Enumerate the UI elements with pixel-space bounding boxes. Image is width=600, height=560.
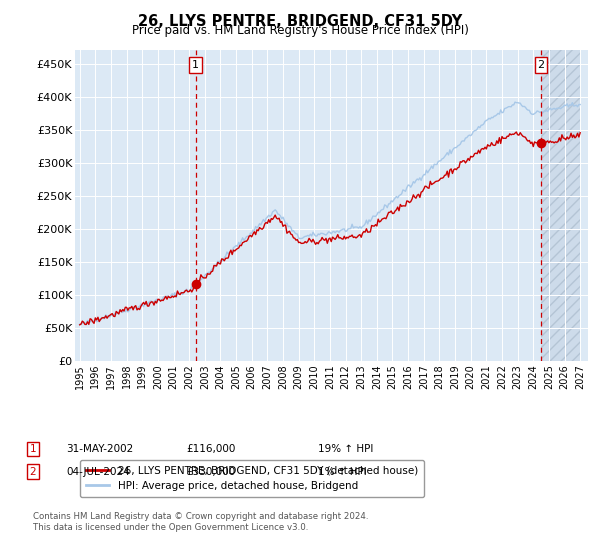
- Text: 26, LLYS PENTRE, BRIDGEND, CF31 5DY: 26, LLYS PENTRE, BRIDGEND, CF31 5DY: [138, 14, 462, 29]
- Text: 31-MAY-2002: 31-MAY-2002: [66, 444, 133, 454]
- Text: 1: 1: [192, 60, 199, 70]
- Text: 1% ↑ HPI: 1% ↑ HPI: [318, 466, 367, 477]
- Text: 19% ↑ HPI: 19% ↑ HPI: [318, 444, 373, 454]
- Text: Contains HM Land Registry data © Crown copyright and database right 2024.
This d: Contains HM Land Registry data © Crown c…: [33, 512, 368, 532]
- Text: 2: 2: [29, 466, 37, 477]
- Text: 2: 2: [538, 60, 545, 70]
- Text: £330,000: £330,000: [186, 466, 235, 477]
- Text: Price paid vs. HM Land Registry's House Price Index (HPI): Price paid vs. HM Land Registry's House …: [131, 24, 469, 37]
- Text: £116,000: £116,000: [186, 444, 235, 454]
- Text: 1: 1: [29, 444, 37, 454]
- Legend: 26, LLYS PENTRE, BRIDGEND, CF31 5DY (detached house), HPI: Average price, detach: 26, LLYS PENTRE, BRIDGEND, CF31 5DY (det…: [80, 460, 424, 497]
- Text: 04-JUL-2024: 04-JUL-2024: [66, 466, 130, 477]
